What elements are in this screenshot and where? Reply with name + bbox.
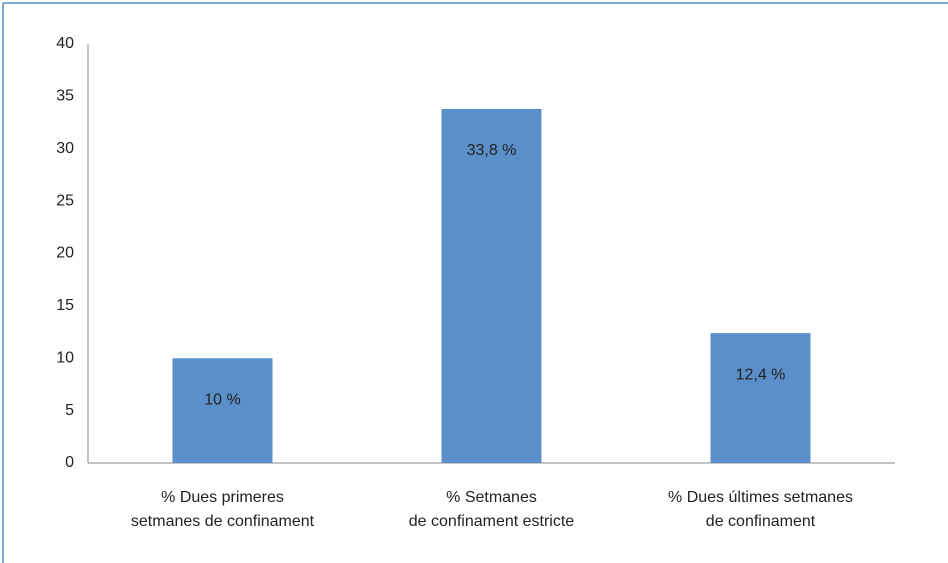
x-tick-label: % Dues últimes setmanes [668, 489, 853, 506]
bar [441, 108, 542, 463]
y-tick-label: 40 [56, 35, 74, 52]
y-tick-label: 20 [56, 245, 74, 262]
y-tick-label: 15 [56, 297, 74, 314]
data-label: 33,8 % [467, 142, 517, 159]
y-tick-label: 25 [56, 192, 74, 209]
x-tick-label: de confinament estricte [409, 513, 575, 530]
y-tick-label: 35 [56, 88, 74, 105]
x-tick-label: setmanes de confinament [131, 513, 315, 530]
bar [172, 358, 273, 463]
x-tick-label: % Setmanes [446, 489, 537, 506]
data-label: 10 % [204, 391, 240, 408]
y-tick-label: 0 [65, 454, 74, 471]
data-label: 12,4 % [736, 366, 786, 383]
x-tick-label: % Dues primeres [161, 489, 284, 506]
y-tick-label: 10 [56, 349, 74, 366]
bar [710, 333, 811, 463]
y-tick-label: 5 [65, 402, 74, 419]
y-tick-label: 30 [56, 140, 74, 157]
x-tick-label: de confinament [706, 513, 816, 530]
